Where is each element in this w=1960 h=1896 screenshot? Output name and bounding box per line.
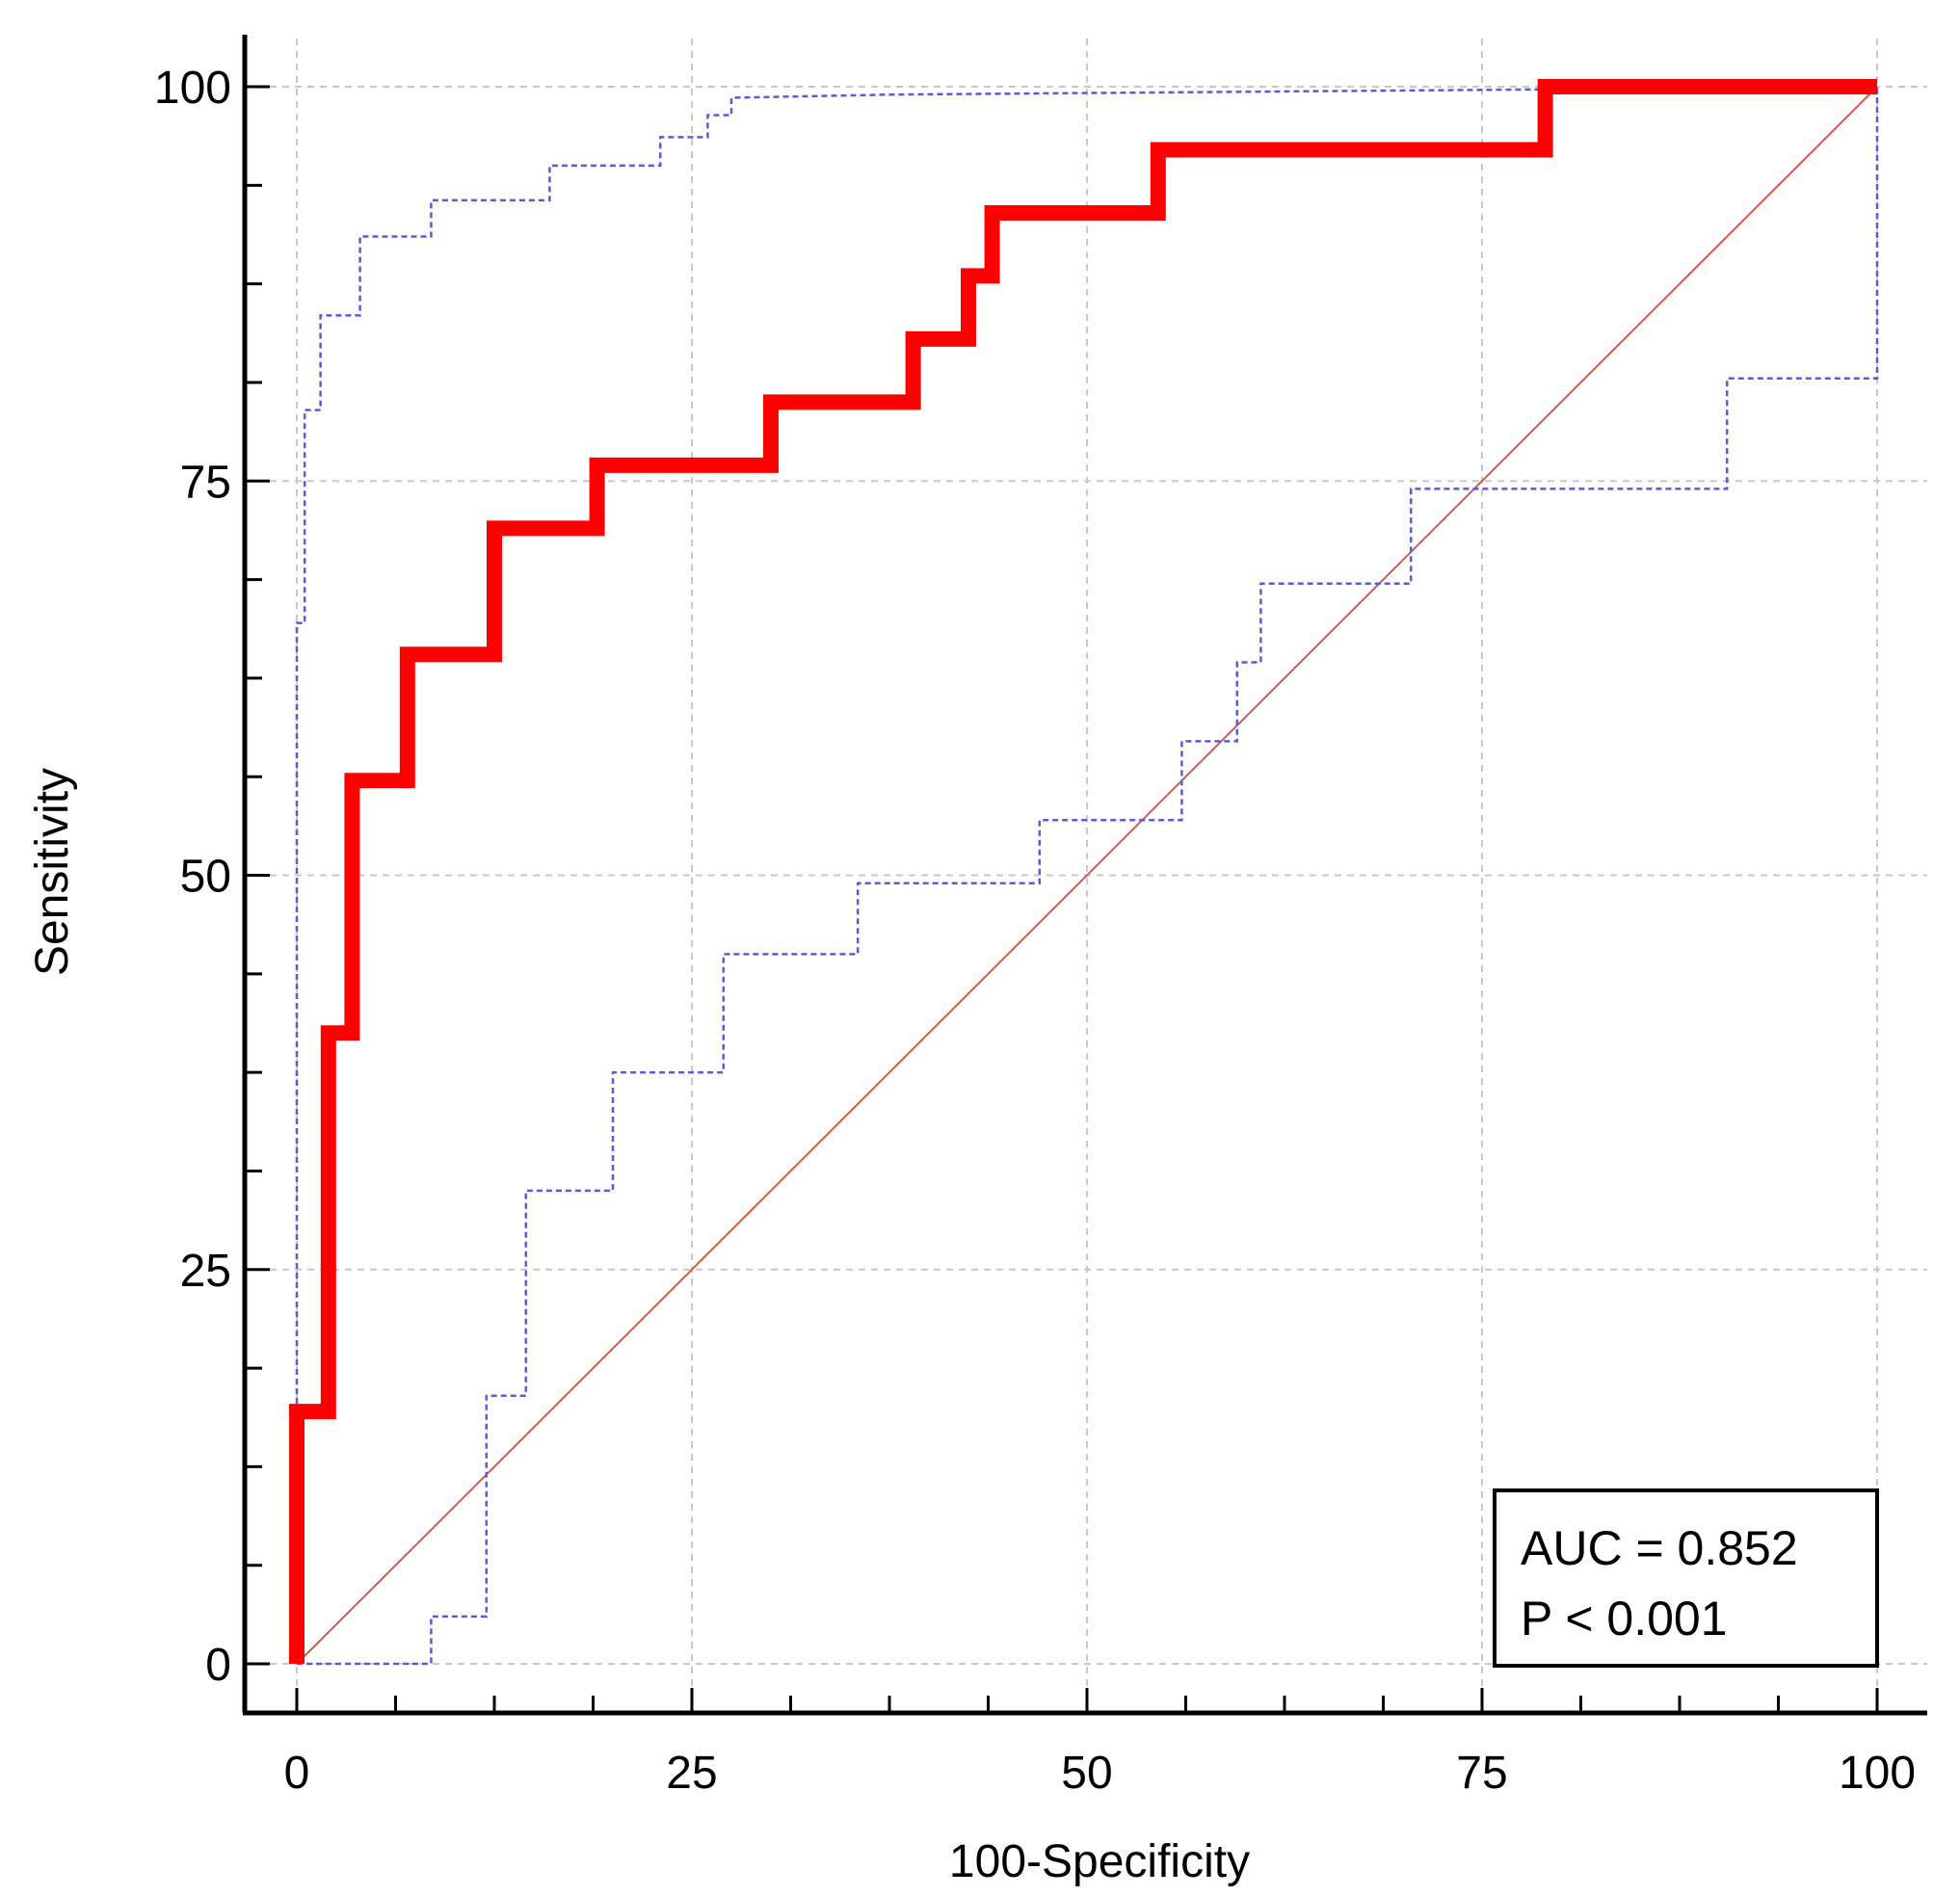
annotation-box: AUC = 0.852 P < 0.001 xyxy=(1493,1488,1879,1668)
p-value-label: P < 0.001 xyxy=(1521,1592,1728,1646)
roc-curve-group xyxy=(289,79,1877,1664)
y-tick-label-50: 50 xyxy=(180,852,231,903)
x-tick-label-75: 75 xyxy=(1456,1748,1507,1799)
auc-label: AUC = 0.852 xyxy=(1521,1521,1798,1575)
annotation-frame xyxy=(1493,1488,1879,1668)
reference-line-group xyxy=(296,86,1878,1665)
ci-upper-line xyxy=(295,85,1878,1664)
x-tick-label-25: 25 xyxy=(666,1748,717,1799)
confidence-interval-group xyxy=(295,85,1879,1666)
x-tick-label-100: 100 xyxy=(1839,1748,1916,1799)
x-tick-label-0: 0 xyxy=(284,1748,310,1799)
x-axis-title: 100-Specificity xyxy=(949,1836,1250,1887)
y-tick-label-25: 25 xyxy=(180,1246,231,1297)
reference-diagonal-line xyxy=(296,86,1878,1665)
axes xyxy=(242,35,1927,1716)
y-axis-title: Sensitivity xyxy=(27,768,78,976)
x-tick-label-50: 50 xyxy=(1061,1748,1112,1799)
ci-lower-line xyxy=(297,87,1879,1666)
tick-labels: 0 25 50 75 100 0 25 50 75 100 xyxy=(154,63,1916,1799)
roc-curve-line xyxy=(289,79,1877,1664)
y-tick-label-75: 75 xyxy=(180,457,231,508)
y-tick-label-0: 0 xyxy=(205,1640,231,1691)
y-tick-label-100: 100 xyxy=(154,63,231,114)
